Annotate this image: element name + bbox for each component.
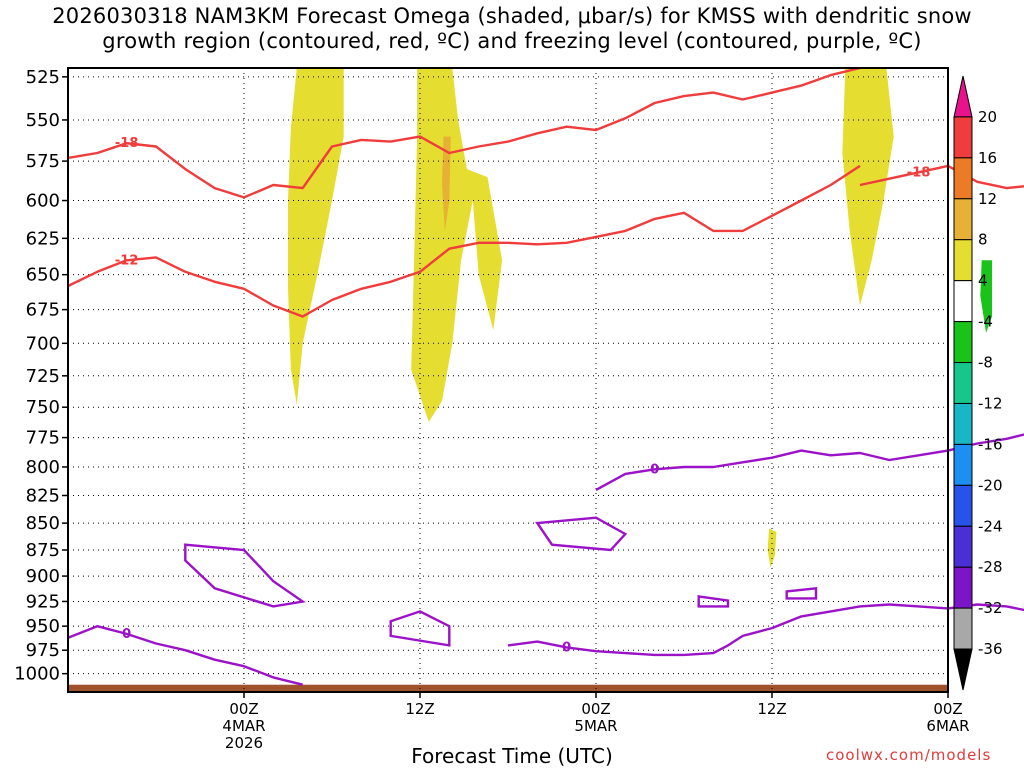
contour-loop (785, 586, 818, 600)
y-tick-label: 725 (26, 366, 60, 387)
contour-line (507, 603, 1024, 657)
x-tick-label: 4MAR (222, 717, 265, 735)
y-tick-label: 925 (26, 591, 60, 612)
y-tick-label: 975 (26, 640, 60, 661)
x-tick-label: 5MAR (574, 717, 617, 735)
contour-line (67, 625, 303, 686)
colorbar-band (953, 607, 973, 650)
y-tick-label: 775 (26, 428, 60, 449)
colorbar-band (953, 75, 973, 118)
omega-shade-region (442, 136, 451, 231)
colorbar-label: 20 (978, 108, 997, 126)
colorbar-band (953, 198, 973, 241)
x-tick-label: 00Z (229, 700, 258, 718)
axes-layer: 525 550 575 600 625 650 675 700 725 750 775 800 825 8… (14, 67, 969, 752)
colorbar-band (953, 484, 973, 527)
contour-line (67, 66, 861, 199)
terrain-layer (68, 684, 948, 692)
contour-loop (535, 516, 628, 552)
colorbar-label: 12 (978, 190, 997, 208)
y-tick-label: 650 (26, 265, 60, 286)
colorbar-label: -20 (978, 476, 1003, 494)
y-tick-label: 1000 (14, 664, 60, 685)
terrain-strip (68, 684, 948, 692)
colorbar-band (953, 321, 973, 364)
contour-label: -12 (115, 253, 139, 268)
x-tick-label: 00Z (933, 700, 962, 718)
omega-shade-region (842, 68, 894, 306)
colorbar-label: -36 (978, 640, 1003, 658)
contour-loop (389, 610, 451, 647)
colorbar-band (953, 402, 973, 445)
y-tick-label: 525 (26, 67, 60, 88)
y-tick-label: 800 (26, 457, 60, 478)
x-axis-title: Forecast Time (UTC) (411, 744, 613, 768)
y-tick-label: 825 (26, 485, 60, 506)
contour-label: 0 (650, 462, 659, 477)
contour-loop (697, 595, 730, 608)
colorbar-label: -8 (978, 354, 993, 372)
y-tick-label: 875 (26, 540, 60, 561)
x-tick-label: 12Z (405, 700, 434, 718)
colorbar-band (953, 362, 973, 404)
y-tick-label: 850 (26, 513, 60, 534)
colorbar-band (953, 157, 973, 200)
colorbar-band (953, 443, 973, 486)
plot-frame (67, 67, 949, 693)
x-tick-label: 12Z (757, 700, 786, 718)
colorbar-label: 8 (978, 231, 988, 249)
contour-loop (184, 543, 306, 608)
omega-shade-region (980, 260, 992, 333)
y-tick-label: 750 (26, 397, 60, 418)
y-tick-label: 700 (26, 333, 60, 354)
colorbar-label: -16 (978, 435, 1003, 453)
y-tick-label: 575 (26, 151, 60, 172)
colorbar-band (953, 648, 973, 691)
y-tick-label: 900 (26, 566, 60, 587)
x-tick-label: 00Z (581, 700, 610, 718)
colorbar-label: 4 (978, 272, 988, 290)
y-tick-label: 950 (26, 616, 60, 637)
y-tick-label: 600 (26, 191, 60, 212)
colorbar-band (953, 525, 973, 568)
purple-contour-layer: 0 0 0 (67, 433, 1024, 686)
watermark: coolwx.com/models (826, 746, 992, 764)
red-contour-layer: -18 -18 -12 (67, 66, 1024, 318)
colorbar-band (953, 280, 973, 323)
colorbar-label: -12 (978, 394, 1003, 412)
title-line-2: growth region (contoured, red, ºC) and f… (102, 29, 922, 53)
chart-title: 2026030318 NAM3KM Forecast Omega (shaded… (0, 4, 1024, 54)
colorbar-label: 16 (978, 149, 997, 167)
colorbar-band (953, 116, 973, 159)
contour-line (859, 164, 1024, 190)
colorbar-band (953, 239, 973, 282)
y-tick-label: 550 (26, 110, 60, 131)
title-line-1: 2026030318 NAM3KM Forecast Omega (shaded… (52, 4, 972, 28)
contour-line (595, 433, 1024, 491)
y-tick-label: 625 (26, 228, 60, 249)
colorbar-label: -32 (978, 599, 1003, 617)
omega-shading-layer (68, 68, 992, 692)
colorbar: 20 16 12 8 4 -4 -8 -12 -16 -20 -24 -28 -32 -36 (953, 75, 1003, 691)
x-tick-label: 6MAR (926, 717, 969, 735)
grid-layer (68, 68, 949, 692)
contour-label: -18 (907, 165, 931, 180)
contour-label: 0 (562, 640, 571, 655)
omega-shade-region (411, 68, 503, 422)
contour-line (67, 164, 861, 318)
omega-shade-region (288, 68, 344, 405)
x-tick-label: 2026 (225, 734, 263, 752)
contour-label: 0 (122, 627, 131, 642)
colorbar-label: -28 (978, 558, 1003, 576)
y-tick-label: 675 (26, 300, 60, 321)
colorbar-label: -24 (978, 517, 1003, 535)
contour-label: -18 (115, 136, 139, 151)
colorbar-band (953, 566, 973, 609)
colorbar-label: -4 (978, 313, 993, 331)
